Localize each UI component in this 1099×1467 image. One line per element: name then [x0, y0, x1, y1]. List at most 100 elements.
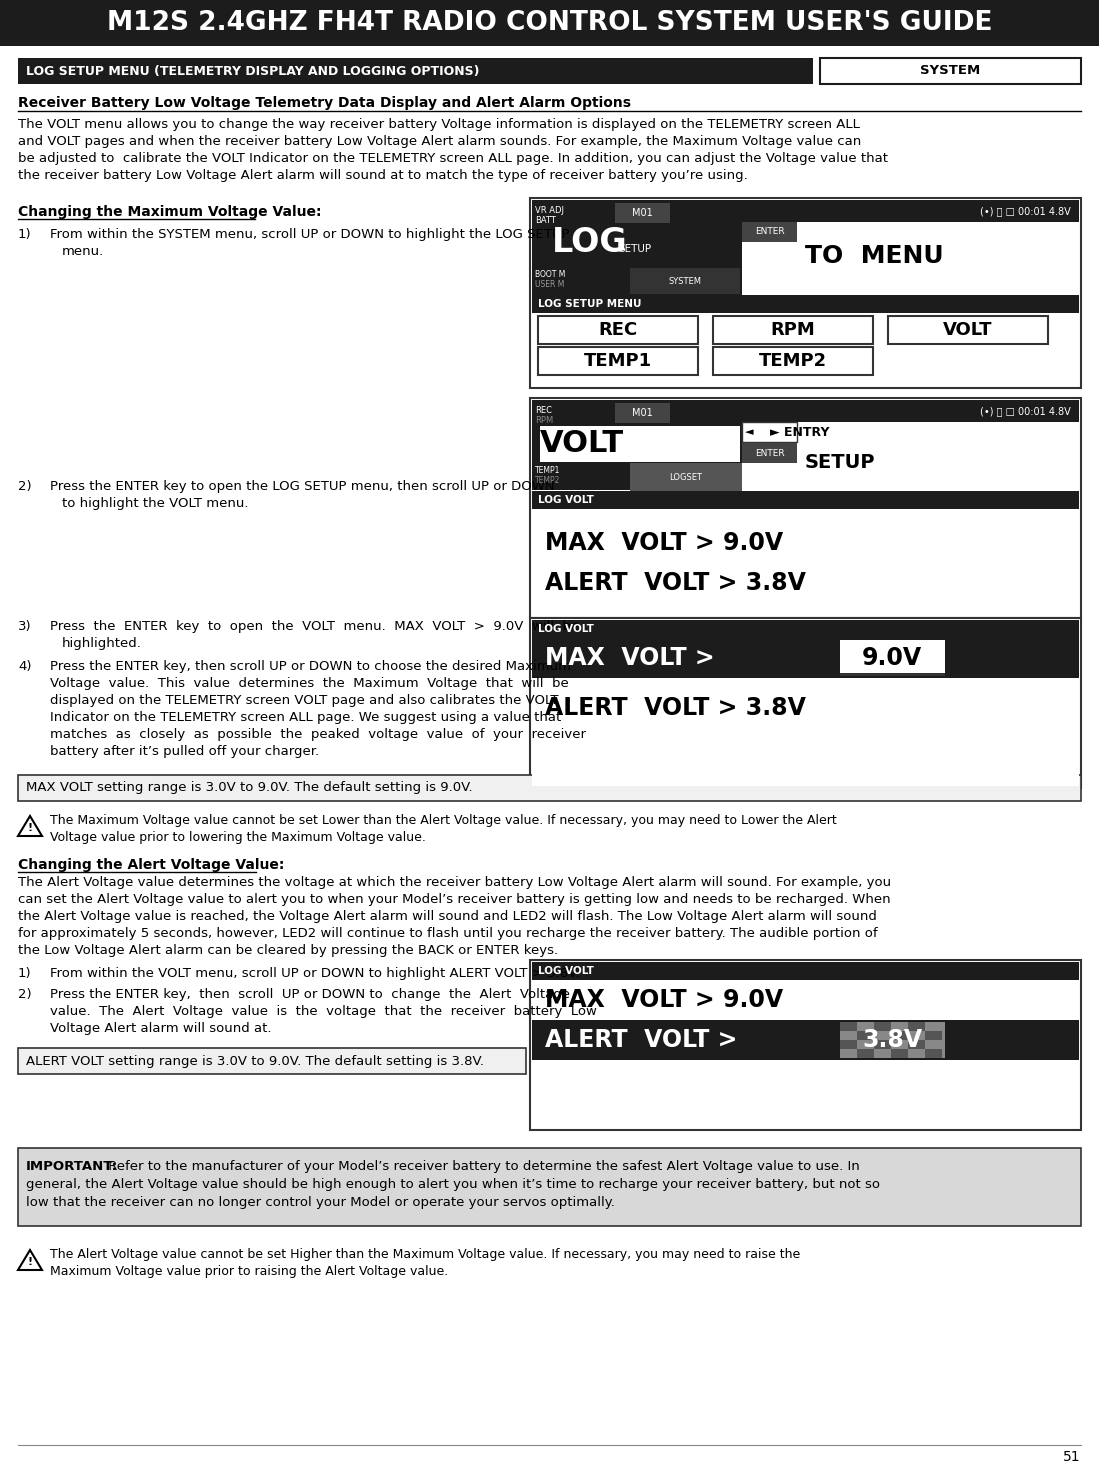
Bar — [630, 464, 742, 491]
Text: to highlight the VOLT menu.: to highlight the VOLT menu. — [62, 497, 248, 511]
Text: displayed on the TELEMETRY screen VOLT page and also calibrates the VOLT: displayed on the TELEMETRY screen VOLT p… — [49, 694, 558, 707]
Text: Voltage value prior to lowering the Maximum Voltage value.: Voltage value prior to lowering the Maxi… — [49, 830, 426, 844]
Text: Changing the Alert Voltage Value:: Changing the Alert Voltage Value: — [18, 858, 285, 871]
Text: 3): 3) — [18, 621, 32, 632]
Bar — [742, 400, 1079, 422]
Bar — [530, 198, 1081, 387]
Text: 4): 4) — [18, 660, 32, 673]
Bar — [820, 59, 1081, 84]
Bar — [742, 422, 797, 442]
Text: menu.: menu. — [62, 245, 104, 258]
Text: Refer to the manufacturer of your Model’s receiver battery to determine the safe: Refer to the manufacturer of your Model’… — [104, 1160, 859, 1174]
Bar — [530, 398, 1081, 618]
Bar — [891, 1049, 908, 1058]
Text: VOLT: VOLT — [540, 428, 624, 458]
Bar — [874, 1022, 891, 1031]
Bar — [532, 1061, 1079, 1128]
Text: MAX  VOLT > 9.0V: MAX VOLT > 9.0V — [545, 987, 784, 1012]
Text: ALERT  VOLT > 3.8V: ALERT VOLT > 3.8V — [545, 695, 806, 720]
Text: for approximately 5 seconds, however, LED2 will continue to flash until you rech: for approximately 5 seconds, however, LE… — [18, 927, 878, 940]
Text: 2): 2) — [18, 987, 32, 1000]
Bar — [532, 400, 742, 490]
Text: M12S 2.4GHZ FH4T RADIO CONTROL SYSTEM USER'S GUIDE: M12S 2.4GHZ FH4T RADIO CONTROL SYSTEM US… — [107, 10, 992, 37]
Bar — [539, 348, 698, 376]
Bar — [840, 1040, 857, 1049]
Bar — [18, 775, 1081, 801]
Bar — [630, 268, 740, 293]
Bar — [530, 959, 1081, 1130]
Text: The Maximum Voltage value cannot be set Lower than the Alert Voltage value. If n: The Maximum Voltage value cannot be set … — [49, 814, 836, 827]
Text: highlighted.: highlighted. — [62, 637, 142, 650]
Bar — [925, 1031, 942, 1040]
Text: USER M: USER M — [535, 280, 565, 289]
Text: ALERT  VOLT >: ALERT VOLT > — [545, 1028, 746, 1052]
Text: Changing the Maximum Voltage Value:: Changing the Maximum Voltage Value: — [18, 205, 322, 219]
Text: 2): 2) — [18, 480, 32, 493]
Text: MAX  VOLT > 9.0V: MAX VOLT > 9.0V — [545, 531, 784, 555]
Text: The Alert Voltage value cannot be set Higher than the Maximum Voltage value. If : The Alert Voltage value cannot be set Hi… — [49, 1248, 800, 1262]
Text: TEMP1: TEMP1 — [535, 467, 560, 475]
Text: general, the Alert Voltage value should be high enough to alert you when it’s ti: general, the Alert Voltage value should … — [26, 1178, 880, 1191]
Text: LOG VOLT: LOG VOLT — [539, 623, 593, 634]
Text: Press the ENTER key to open the LOG SETUP menu, then scroll UP or DOWN: Press the ENTER key to open the LOG SETU… — [49, 480, 555, 493]
Text: 3.8V: 3.8V — [862, 1028, 922, 1052]
Text: M01: M01 — [632, 208, 653, 219]
Bar — [0, 0, 1099, 45]
Text: REC: REC — [535, 406, 552, 415]
Text: be adjusted to  calibrate the VOLT Indicator on the TELEMETRY screen ALL page. I: be adjusted to calibrate the VOLT Indica… — [18, 153, 888, 164]
Text: 9.0V: 9.0V — [862, 645, 922, 670]
Text: VOLT: VOLT — [943, 321, 992, 339]
Text: RPM: RPM — [770, 321, 815, 339]
Bar — [925, 1049, 942, 1058]
Text: LOG VOLT: LOG VOLT — [539, 494, 593, 505]
Bar — [532, 295, 1079, 312]
Text: ◄: ◄ — [745, 427, 754, 437]
Bar — [713, 348, 873, 376]
Text: the Low Voltage Alert alarm can be cleared by pressing the BACK or ENTER keys.: the Low Voltage Alert alarm can be clear… — [18, 943, 558, 956]
Bar — [891, 1031, 908, 1040]
Text: LOG SETUP MENU (TELEMETRY DISPLAY AND LOGGING OPTIONS): LOG SETUP MENU (TELEMETRY DISPLAY AND LO… — [26, 65, 479, 78]
Text: SETUP: SETUP — [804, 453, 876, 472]
Text: Voltage Alert alarm will sound at.: Voltage Alert alarm will sound at. — [49, 1022, 271, 1036]
Bar — [742, 200, 1079, 222]
Text: VR ADJ: VR ADJ — [535, 205, 564, 216]
Text: LOG: LOG — [552, 226, 628, 260]
Bar — [615, 202, 670, 223]
Text: MAX VOLT setting range is 3.0V to 9.0V. The default setting is 9.0V.: MAX VOLT setting range is 3.0V to 9.0V. … — [26, 782, 473, 795]
Bar — [532, 1020, 1079, 1061]
Text: 1): 1) — [18, 227, 32, 241]
Bar — [840, 1022, 945, 1058]
Text: Indicator on the TELEMETRY screen ALL page. We suggest using a value that: Indicator on the TELEMETRY screen ALL pa… — [49, 711, 562, 725]
Text: low that the receiver can no longer control your Model or operate your servos op: low that the receiver can no longer cont… — [26, 1196, 614, 1209]
Bar — [532, 621, 1079, 638]
Text: The Alert Voltage value determines the voltage at which the receiver battery Low: The Alert Voltage value determines the v… — [18, 876, 891, 889]
Text: !: ! — [27, 1257, 33, 1267]
Text: Press the ENTER key,  then  scroll  UP or DOWN to  change  the  Alert  Voltage: Press the ENTER key, then scroll UP or D… — [49, 987, 570, 1000]
Text: LOG VOLT: LOG VOLT — [539, 965, 593, 976]
Bar — [840, 673, 945, 676]
Bar — [530, 618, 1081, 788]
Bar — [532, 678, 1079, 786]
Bar — [840, 1022, 857, 1031]
Bar — [857, 1031, 874, 1040]
Text: From within the SYSTEM menu, scroll UP or DOWN to highlight the LOG SETUP: From within the SYSTEM menu, scroll UP o… — [49, 227, 569, 241]
Text: the Alert Voltage value is reached, the Voltage Alert alarm will sound and LED2 : the Alert Voltage value is reached, the … — [18, 910, 877, 923]
Bar — [908, 1022, 925, 1031]
Text: TO  MENU: TO MENU — [804, 244, 944, 268]
Text: LOG SETUP MENU: LOG SETUP MENU — [539, 299, 642, 310]
Text: Maximum Voltage value prior to raising the Alert Voltage value.: Maximum Voltage value prior to raising t… — [49, 1265, 448, 1278]
Text: Press  the  ENTER  key  to  open  the  VOLT  menu.  MAX  VOLT  >  9.0V  will  be: Press the ENTER key to open the VOLT men… — [49, 621, 579, 632]
Text: ALERT  VOLT > 3.8V: ALERT VOLT > 3.8V — [545, 571, 806, 596]
Text: !: ! — [27, 823, 33, 833]
Bar — [908, 1040, 925, 1049]
Bar — [713, 315, 873, 343]
Text: 51: 51 — [1064, 1449, 1081, 1464]
Bar — [532, 425, 540, 462]
Text: RPM: RPM — [535, 417, 553, 425]
Text: M01: M01 — [632, 408, 653, 418]
Bar — [742, 200, 1079, 295]
Bar — [18, 1149, 1081, 1226]
Text: The VOLT menu allows you to change the way receiver battery Voltage information : The VOLT menu allows you to change the w… — [18, 117, 859, 131]
Text: the receiver battery Low Voltage Alert alarm will sound at to match the type of : the receiver battery Low Voltage Alert a… — [18, 169, 747, 182]
Bar — [742, 443, 797, 464]
